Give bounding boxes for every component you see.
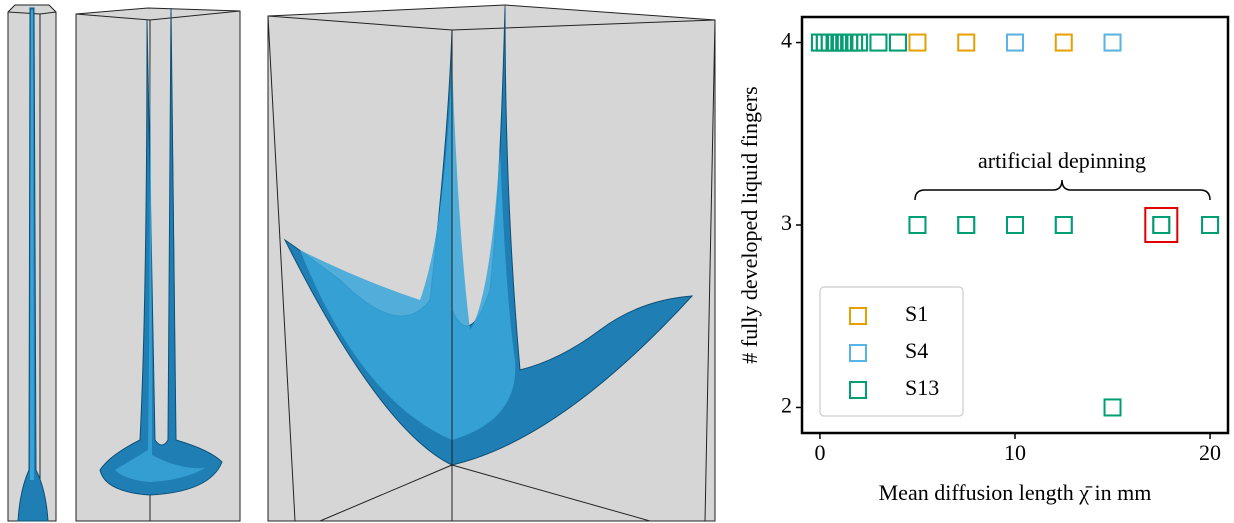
render-panel-narrow: [7, 4, 57, 522]
marker: [1054, 216, 1073, 234]
highlight-box: [1144, 207, 1179, 243]
legend-label: S4: [905, 338, 928, 363]
x-tick-label: 10: [1004, 440, 1026, 465]
marker: [888, 33, 907, 52]
marker: [957, 33, 976, 52]
marker: [849, 33, 868, 52]
legend-label: S1: [905, 301, 928, 326]
x-axis-label: Mean diffusion length χ̄ in mm: [879, 480, 1152, 505]
marker: [1103, 398, 1122, 417]
marker: [869, 33, 888, 52]
marker: [1103, 33, 1122, 52]
render-panel-medium: [75, 7, 241, 522]
legend-marker: [849, 307, 867, 325]
legend-box: [819, 286, 964, 417]
marker: [1201, 216, 1220, 234]
legend-label: S13: [905, 375, 939, 400]
annotation-brace: [914, 179, 1211, 201]
annotation: artificial depinning: [978, 148, 1146, 173]
scatter-chart: Mean diffusion length χ̄ in mm # fully d…: [737, 15, 1230, 505]
y-tick-label: 2: [781, 393, 792, 418]
x-tick-label: 20: [1199, 440, 1221, 465]
y-tick-label: 3: [781, 210, 792, 235]
marker: [1006, 216, 1024, 234]
legend-marker: [849, 344, 867, 362]
y-axis-label: # fully developed liquid fingers: [737, 86, 762, 363]
marker: [1152, 216, 1171, 234]
marker: [908, 33, 927, 52]
y-tick-label: 4: [781, 28, 792, 53]
marker: [908, 216, 927, 234]
x-tick-label: 0: [814, 440, 825, 465]
legend-marker: [849, 381, 867, 399]
render-panel-large: [267, 4, 716, 522]
marker: [957, 216, 976, 234]
marker: [1054, 33, 1073, 52]
marker: [1006, 33, 1024, 52]
